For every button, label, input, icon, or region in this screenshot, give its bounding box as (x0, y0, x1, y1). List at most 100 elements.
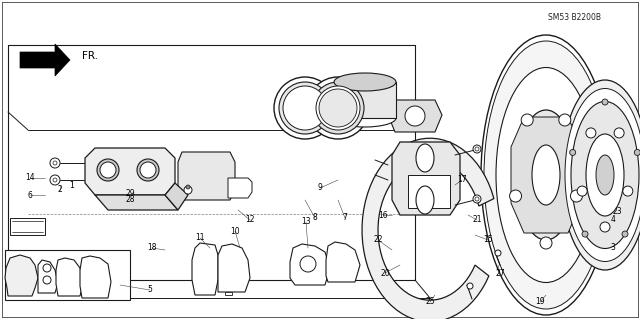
Circle shape (623, 186, 633, 196)
Text: 28: 28 (125, 196, 135, 204)
Text: 1: 1 (70, 181, 74, 189)
Text: 6: 6 (28, 190, 33, 199)
Ellipse shape (100, 162, 116, 178)
Text: 3: 3 (611, 242, 616, 251)
Circle shape (43, 276, 51, 284)
Circle shape (582, 231, 588, 237)
Polygon shape (95, 195, 178, 210)
Circle shape (570, 190, 582, 202)
Circle shape (586, 128, 596, 138)
Polygon shape (388, 100, 442, 132)
Ellipse shape (405, 106, 425, 126)
Ellipse shape (586, 134, 624, 216)
Polygon shape (326, 242, 360, 282)
Polygon shape (334, 82, 396, 118)
Polygon shape (165, 183, 188, 210)
Circle shape (634, 149, 640, 155)
Text: FR.: FR. (82, 51, 98, 61)
Ellipse shape (140, 162, 156, 178)
Polygon shape (511, 117, 581, 233)
Circle shape (473, 145, 481, 153)
Polygon shape (5, 250, 130, 300)
Text: 17: 17 (457, 175, 467, 184)
Polygon shape (80, 256, 111, 298)
Polygon shape (228, 178, 252, 198)
Ellipse shape (484, 41, 608, 309)
Ellipse shape (283, 86, 327, 130)
Circle shape (495, 250, 501, 256)
Circle shape (473, 195, 481, 203)
Text: 12: 12 (245, 216, 255, 225)
Circle shape (540, 237, 552, 249)
Text: 13: 13 (301, 218, 311, 226)
Ellipse shape (274, 77, 336, 139)
Polygon shape (85, 148, 175, 195)
Circle shape (614, 128, 624, 138)
Text: 2: 2 (58, 186, 62, 195)
Circle shape (50, 158, 60, 168)
Text: 11: 11 (195, 234, 205, 242)
Polygon shape (225, 292, 232, 295)
Ellipse shape (334, 73, 396, 91)
Text: 20: 20 (380, 269, 390, 278)
Polygon shape (392, 142, 460, 215)
Circle shape (186, 185, 190, 189)
Text: 22: 22 (373, 235, 383, 244)
Text: 23: 23 (612, 207, 622, 217)
Polygon shape (20, 44, 70, 76)
Polygon shape (56, 258, 83, 296)
Text: 21: 21 (472, 216, 482, 225)
Text: 9: 9 (317, 183, 323, 192)
Ellipse shape (496, 68, 596, 283)
Polygon shape (38, 260, 58, 293)
Circle shape (184, 186, 192, 194)
Circle shape (577, 186, 587, 196)
Text: 5: 5 (148, 286, 152, 294)
Polygon shape (192, 243, 218, 295)
Ellipse shape (481, 35, 611, 315)
Ellipse shape (334, 109, 396, 127)
Polygon shape (290, 244, 330, 285)
Circle shape (600, 222, 610, 232)
Ellipse shape (307, 77, 369, 139)
Ellipse shape (571, 101, 639, 249)
Text: 15: 15 (483, 235, 493, 244)
Circle shape (50, 175, 60, 185)
Ellipse shape (532, 145, 560, 205)
Polygon shape (218, 244, 250, 292)
Ellipse shape (416, 186, 434, 214)
Text: 4: 4 (611, 216, 616, 225)
Ellipse shape (565, 88, 640, 262)
Circle shape (467, 283, 473, 289)
Text: 29: 29 (125, 189, 135, 197)
Text: 8: 8 (312, 213, 317, 222)
Circle shape (43, 264, 51, 272)
Text: 24: 24 (600, 224, 610, 233)
Polygon shape (408, 175, 450, 208)
Ellipse shape (319, 89, 357, 127)
Circle shape (622, 231, 628, 237)
Ellipse shape (279, 82, 331, 134)
Polygon shape (5, 255, 38, 296)
Ellipse shape (561, 80, 640, 270)
Ellipse shape (97, 159, 119, 181)
Text: 25: 25 (425, 298, 435, 307)
Text: 16: 16 (378, 211, 388, 219)
Circle shape (602, 99, 608, 105)
Circle shape (521, 114, 533, 126)
Circle shape (570, 149, 575, 155)
Circle shape (509, 190, 522, 202)
Ellipse shape (316, 86, 360, 130)
Polygon shape (178, 152, 235, 200)
Ellipse shape (516, 110, 576, 240)
Ellipse shape (416, 144, 434, 172)
Text: 19: 19 (535, 298, 545, 307)
Text: 18: 18 (147, 243, 157, 253)
Ellipse shape (137, 159, 159, 181)
Circle shape (559, 114, 571, 126)
Ellipse shape (596, 155, 614, 195)
Ellipse shape (312, 82, 364, 134)
Text: 14: 14 (25, 174, 35, 182)
Polygon shape (10, 218, 45, 235)
Polygon shape (362, 138, 494, 319)
